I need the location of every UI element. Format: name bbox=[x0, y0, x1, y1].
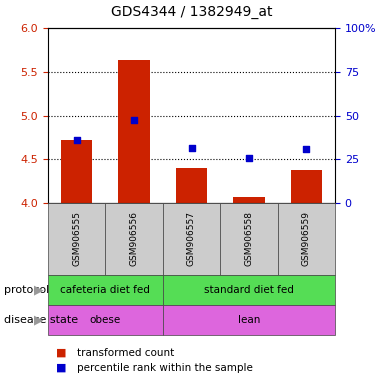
Text: GSM906559: GSM906559 bbox=[302, 212, 311, 266]
Text: lean: lean bbox=[238, 315, 260, 325]
Bar bbox=[61, 140, 92, 203]
Text: obese: obese bbox=[90, 315, 121, 325]
Text: GSM906557: GSM906557 bbox=[187, 212, 196, 266]
Point bbox=[74, 137, 80, 143]
Text: percentile rank within the sample: percentile rank within the sample bbox=[77, 363, 253, 373]
Text: cafeteria diet fed: cafeteria diet fed bbox=[61, 285, 151, 295]
Point bbox=[188, 145, 195, 151]
Bar bbox=[176, 168, 207, 203]
Text: disease state: disease state bbox=[4, 315, 78, 325]
Point bbox=[246, 154, 252, 161]
Text: transformed count: transformed count bbox=[77, 348, 174, 358]
Text: standard diet fed: standard diet fed bbox=[204, 285, 294, 295]
Text: GSM906556: GSM906556 bbox=[129, 212, 139, 266]
Text: protocol: protocol bbox=[4, 285, 49, 295]
Text: ▶: ▶ bbox=[34, 313, 43, 326]
Text: ▶: ▶ bbox=[34, 283, 43, 296]
Text: GSM906555: GSM906555 bbox=[72, 212, 81, 266]
Point bbox=[303, 146, 309, 152]
Bar bbox=[233, 197, 265, 203]
Bar bbox=[118, 60, 150, 203]
Text: ■: ■ bbox=[56, 363, 66, 373]
Text: GDS4344 / 1382949_at: GDS4344 / 1382949_at bbox=[111, 5, 272, 19]
Text: ■: ■ bbox=[56, 348, 66, 358]
Text: GSM906558: GSM906558 bbox=[244, 212, 254, 266]
Point bbox=[131, 117, 137, 123]
Bar bbox=[291, 170, 322, 203]
